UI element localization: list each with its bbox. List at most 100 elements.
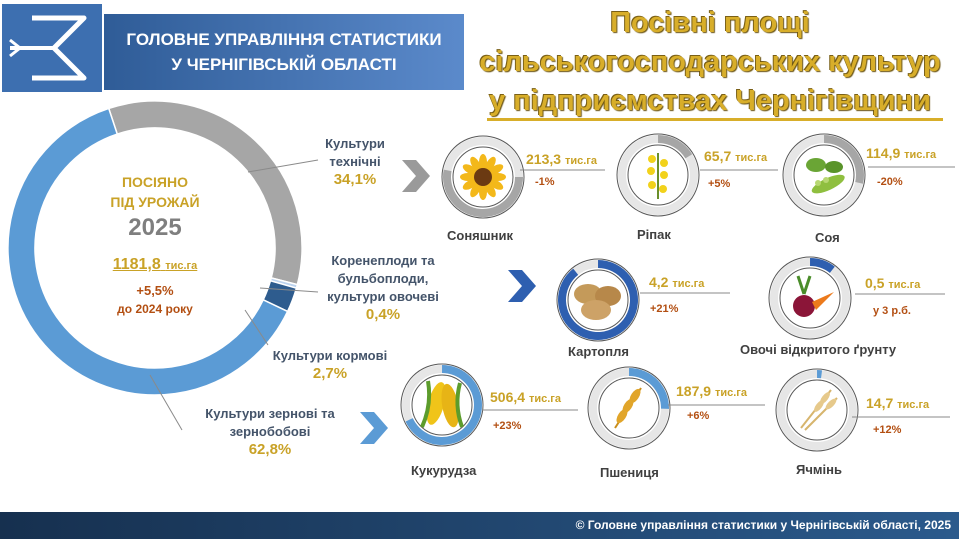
center-caption-line2: ПІД УРОЖАЙ (110, 194, 200, 210)
sunflower-petal (485, 182, 496, 198)
crop-name-sunflower: Соняшник (447, 228, 513, 243)
crop-name-potato: Картопля (568, 344, 629, 359)
page-title-line3: у підприємствах Чернігівщини (489, 85, 931, 117)
crop-change-corn: +23% (493, 420, 522, 432)
ring-vegetables-border (768, 256, 852, 340)
org-title-line1: ГОЛОВНЕ УПРАВЛІННЯ СТАТИСТИКИ (126, 30, 442, 49)
statistics-logo-icon (9, 15, 87, 81)
center-change-note: до 2024 року (117, 302, 193, 316)
sunflower-petal (462, 179, 478, 190)
soy-icon (806, 158, 845, 194)
footer: © Головне управління статистики у Черніг… (0, 512, 959, 539)
crop-change-potato: +21% (650, 303, 679, 315)
page-title: Посівні площі сільськогосподарських куль… (470, 4, 950, 121)
ring-vegetables (810, 258, 835, 273)
category-fodder-label: Культури кормові (272, 348, 388, 363)
center-change: +5,5% (136, 283, 174, 298)
crop-name-rapeseed: Ріпак (637, 227, 671, 242)
category-technical: Культури технічні 34,1% (312, 135, 398, 189)
leader-line-root (259, 287, 319, 293)
crop-value-corn: 506,4 тис.га (490, 389, 561, 405)
crop-change-barley: +12% (873, 424, 902, 436)
chevron-right-icon (360, 412, 388, 444)
title-underline (487, 118, 943, 121)
crop-change-wheat: +6% (687, 410, 710, 422)
center-caption: ПОСІЯНО ПІД УРОЖАЙ (75, 172, 235, 212)
page-title-line2: сільськогосподарських культур (479, 46, 941, 78)
crop-name-corn: Кукурудза (411, 463, 477, 478)
category-root-pct: 0,4% (365, 306, 401, 323)
center-total-unit: тис.га (165, 260, 198, 272)
ring-barley-track (777, 370, 857, 450)
crop-name-barley: Ячмінь (796, 462, 842, 477)
sunflower-petal (462, 164, 478, 175)
sunflower-icon (460, 154, 506, 200)
org-title: ГОЛОВНЕ УПРАВЛІННЯ СТАТИСТИКИ У ЧЕРНІГІВ… (104, 14, 464, 90)
ring-vegetables-track (770, 258, 850, 338)
crop-name-vegetables: Овочі відкритого ґрунту (740, 342, 897, 357)
category-technical-label: Культури технічні (325, 136, 385, 169)
crop-change-rapeseed: +5% (708, 178, 731, 190)
sunflower-petal (490, 173, 506, 181)
crop-value-sunflower: 213,3 тис.га (526, 151, 597, 167)
vegetables-icon (793, 275, 834, 317)
ring-sunflower-border (441, 135, 525, 219)
ring-rapeseed (658, 135, 693, 159)
crop-value-barley: 14,7 тис.га (866, 395, 930, 411)
category-root: Коренеплоди та бульбоплоди, культури ово… (318, 252, 448, 324)
crop-value-vegetables: 0,5 тис.га (865, 275, 921, 291)
ring-corn-border (400, 363, 484, 447)
center-total: 1181,8 тис.га (75, 256, 235, 274)
center-caption-line1: ПОСІЯНО (121, 174, 188, 190)
chevron-right-icon (402, 160, 430, 192)
corn-icon (420, 380, 464, 428)
sunflower-petal (479, 184, 487, 200)
crop-value-soy: 114,9 тис.га (866, 145, 937, 161)
ring-rapeseed-border (616, 133, 700, 217)
crop-value-potato: 4,2 тис.га (649, 274, 705, 290)
ring-wheat-border (587, 366, 671, 450)
category-fodder: Культури кормові 2,7% (262, 347, 398, 383)
ring-soy-inner (793, 144, 855, 206)
slice-grain (7, 107, 289, 396)
category-grain-pct: 62,8% (248, 441, 292, 458)
crop-change-soy: -20% (877, 176, 903, 188)
ring-soy (824, 135, 865, 184)
leader-line-technical (247, 159, 319, 173)
crop-name-wheat: Пшениця (600, 465, 659, 480)
ring-sunflower (442, 169, 523, 218)
center-total-value: 1181,8 (112, 256, 161, 273)
category-root-label: Коренеплоди та бульбоплоди, культури ово… (327, 253, 439, 304)
rapeseed-icon (647, 153, 668, 199)
center-year: 2025 (128, 214, 182, 241)
crop-change-sunflower: -1% (535, 176, 555, 188)
sunflower-petal (485, 156, 496, 172)
category-technical-pct: 34,1% (333, 171, 377, 188)
sunflower-petal (470, 156, 481, 172)
ring-potato-border (556, 258, 640, 342)
org-title-line2: У ЧЕРНІГІВСЬКІЙ ОБЛАСТІ (171, 55, 397, 74)
chevron-right-icon (508, 270, 536, 302)
sunflower-petal (488, 164, 504, 175)
wheat-icon (614, 387, 642, 429)
ring-barley (817, 370, 823, 379)
header: ГОЛОВНЕ УПРАВЛІННЯ СТАТИСТИКИ У ЧЕРНІГІВ… (0, 0, 465, 95)
leader-line-fodder (244, 309, 269, 346)
leader-line-grain (149, 374, 183, 431)
ring-rapeseed-track (618, 135, 698, 215)
crop-value-wheat: 187,9 тис.га (676, 383, 747, 399)
ring-soy-border (782, 133, 866, 217)
sunflower-petal (488, 179, 504, 190)
sunflower-petal (479, 154, 487, 170)
category-fodder-pct: 2,7% (312, 365, 348, 382)
crop-value-rapeseed: 65,7 тис.га (704, 148, 768, 164)
category-grain: Культури зернові та зернобобові 62,8% (190, 405, 350, 459)
page-title-line1: Посівні площі (610, 7, 810, 39)
crop-name-soy: Соя (815, 230, 840, 245)
sunflower-petal (460, 173, 476, 181)
potato-icon (574, 284, 621, 320)
category-grain-label: Культури зернові та зернобобові (205, 406, 335, 439)
barley-icon (800, 389, 838, 431)
